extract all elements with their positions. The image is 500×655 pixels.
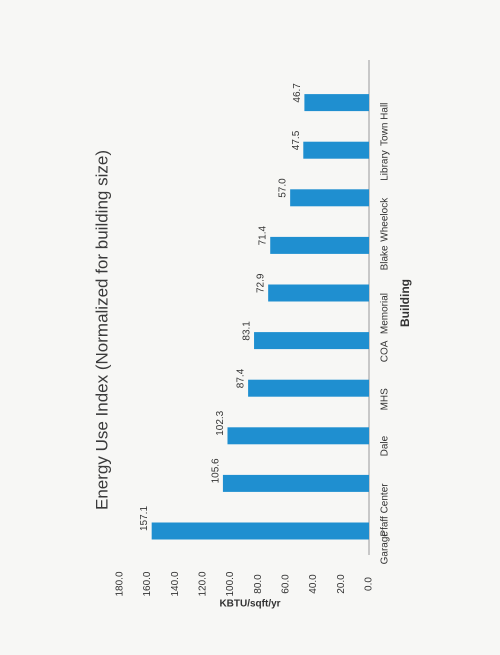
bar <box>151 522 369 540</box>
data-label: 46.7 <box>292 83 303 103</box>
value-tick-label: 160.0 <box>142 571 153 596</box>
data-label: 87.4 <box>236 368 247 388</box>
data-label: 71.4 <box>258 225 269 245</box>
chart-plot: 157.1 105.6 102.3 87.4 83.1 72.9 71.4 57.0 47.5 4… <box>115 60 391 597</box>
data-label: 83.1 <box>242 321 253 341</box>
value-tick-label: 120.0 <box>198 571 209 596</box>
value-tick-labels: 0.0 20.0 40.0 60.0 80.0 100.0 120.0 140.0 160.0 1… <box>115 571 375 596</box>
value-tick-label: 60.0 <box>281 574 292 594</box>
value-tick-label: 80.0 <box>253 574 264 594</box>
bar <box>227 427 369 445</box>
category-tick-label: Wheelock <box>380 197 391 242</box>
data-label: 47.5 <box>291 130 302 150</box>
bar <box>254 332 369 350</box>
category-tick-label: Dale <box>380 435 391 456</box>
value-tick-label: 180.0 <box>115 571 126 596</box>
y-axis-label: KBTU/sqft/yr <box>219 599 280 610</box>
value-tick-label: 0.0 <box>364 577 375 591</box>
data-labels: 157.1 105.6 102.3 87.4 83.1 72.9 71.4 57.0 47.5 4… <box>139 83 303 531</box>
bars <box>151 94 369 540</box>
chart-title: Energy Use Index (Normalized for buildin… <box>93 150 112 510</box>
category-tick-label: Library <box>380 150 391 181</box>
data-label: 57.0 <box>278 178 289 198</box>
bar <box>268 284 369 302</box>
data-label: 157.1 <box>139 506 150 531</box>
category-tick-label: COA <box>380 340 391 362</box>
data-label: 102.3 <box>215 410 226 435</box>
bar <box>248 379 369 397</box>
category-tick-label: Memorial <box>380 293 391 334</box>
bar <box>303 141 369 159</box>
category-tick-label: MHS <box>380 388 391 411</box>
bar <box>270 236 369 254</box>
category-tick-label: Garage <box>380 531 391 565</box>
value-tick-label: 100.0 <box>225 571 236 596</box>
value-tick-label: 20.0 <box>336 574 347 594</box>
category-tick-label: Town Hall <box>380 103 391 146</box>
value-tick-label: 40.0 <box>308 574 319 594</box>
value-tick-label: 140.0 <box>170 571 181 596</box>
data-label: 105.6 <box>210 458 221 483</box>
data-label: 72.9 <box>256 273 267 293</box>
category-tick-label: Pfaff Center <box>380 483 391 537</box>
category-tick-label: Blake <box>380 245 391 270</box>
bar <box>304 94 369 112</box>
x-axis-label: Building <box>398 279 412 327</box>
bar <box>222 474 369 492</box>
bar <box>290 189 369 207</box>
